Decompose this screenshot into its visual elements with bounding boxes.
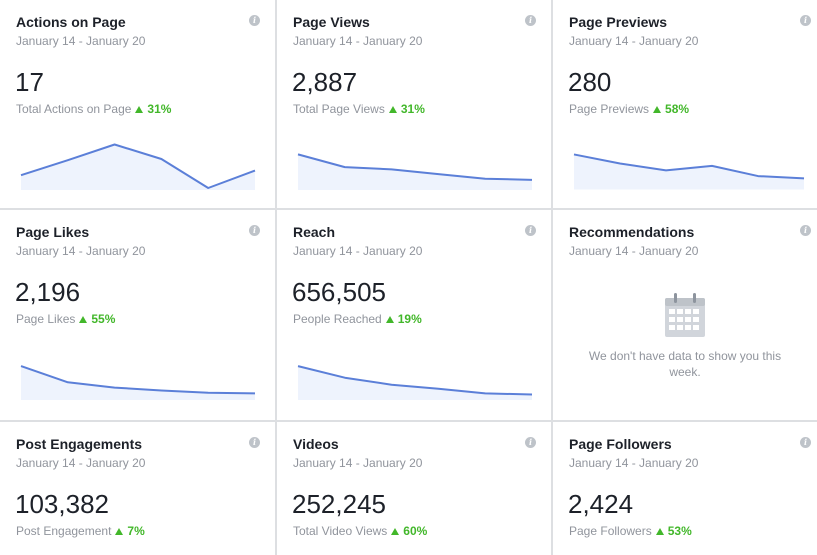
metric-label-text: Page Followers bbox=[569, 524, 652, 538]
card-metric-label: Page Followers 53% bbox=[569, 524, 692, 538]
card-metric-label: Total Page Views 31% bbox=[293, 102, 425, 116]
card-title: Page Followers bbox=[569, 436, 672, 452]
card-page-followers[interactable]: Page Followers i January 14 - January 20… bbox=[553, 422, 817, 555]
card-date-range: January 14 - January 20 bbox=[293, 244, 423, 258]
card-metric-label: Page Likes 55% bbox=[16, 312, 115, 326]
metric-delta: 19% bbox=[397, 312, 422, 326]
info-icon[interactable]: i bbox=[800, 15, 811, 26]
up-arrow-icon bbox=[135, 106, 144, 113]
info-icon[interactable]: i bbox=[800, 225, 811, 236]
sparkline-line bbox=[297, 153, 533, 181]
metric-delta: 58% bbox=[665, 102, 690, 116]
card-date-range: January 14 - January 20 bbox=[569, 34, 699, 48]
up-arrow-icon bbox=[115, 528, 124, 535]
card-metric-label: Total Actions on Page 31% bbox=[16, 102, 171, 116]
card-title: Page Views bbox=[293, 14, 370, 30]
card-title: Reach bbox=[293, 224, 336, 240]
metric-label-text: Post Engagement bbox=[16, 524, 112, 538]
card-metric-value: 103,382 bbox=[15, 489, 109, 519]
card-metric-label: Total Video Views 60% bbox=[293, 524, 427, 538]
metric-label-text: People Reached bbox=[293, 312, 382, 326]
up-arrow-icon bbox=[653, 106, 662, 113]
card-metric-value: 656,505 bbox=[292, 277, 386, 307]
sparkline-area bbox=[21, 366, 255, 400]
sparkline-area bbox=[298, 366, 532, 400]
card-title: Videos bbox=[293, 436, 339, 452]
sparkline-area bbox=[573, 154, 805, 190]
card-date-range: January 14 - January 20 bbox=[16, 456, 146, 470]
sparkline-chart bbox=[297, 153, 533, 190]
card-reach[interactable]: Reach i January 14 - January 20 656,505 … bbox=[277, 210, 551, 420]
card-title: Post Engagements bbox=[16, 436, 143, 452]
card-metric-label: Page Previews 58% bbox=[569, 102, 689, 116]
metric-label-text: Total Page Views bbox=[293, 102, 385, 116]
card-title: Recommendations bbox=[569, 224, 695, 240]
card-recommendations[interactable]: Recommendations i January 14 - January 2… bbox=[553, 210, 817, 420]
card-date-range: January 14 - January 20 bbox=[293, 456, 423, 470]
card-metric-value: 2,196 bbox=[15, 277, 81, 307]
metric-delta: 60% bbox=[403, 524, 428, 538]
sparkline-chart bbox=[20, 365, 256, 400]
metric-label-text: Total Actions on Page bbox=[16, 102, 132, 116]
sparkline-area bbox=[21, 144, 255, 190]
card-page-previews[interactable]: Page Previews i January 14 - January 20 … bbox=[553, 0, 817, 208]
sparkline-line bbox=[20, 143, 256, 189]
metric-delta: 7% bbox=[127, 524, 145, 538]
card-metric-value: 2,424 bbox=[568, 489, 634, 519]
metric-label-text: Page Likes bbox=[16, 312, 76, 326]
card-metric-label: Post Engagement 7% bbox=[16, 524, 145, 538]
card-title: Page Likes bbox=[16, 224, 90, 240]
card-metric-value: 280 bbox=[568, 67, 612, 97]
card-date-range: January 14 - January 20 bbox=[16, 244, 146, 258]
card-metric-value: 2,887 bbox=[292, 67, 358, 97]
info-icon[interactable]: i bbox=[249, 15, 260, 26]
metric-label-text: Total Video Views bbox=[293, 524, 388, 538]
info-icon[interactable]: i bbox=[800, 437, 811, 448]
up-arrow-icon bbox=[655, 528, 664, 535]
sparkline-chart bbox=[20, 143, 256, 190]
card-date-range: January 14 - January 20 bbox=[569, 244, 699, 258]
sparkline-line bbox=[573, 153, 805, 180]
metric-label-text: Page Previews bbox=[569, 102, 650, 116]
card-post-engagements[interactable]: Post Engagements i January 14 - January … bbox=[0, 422, 275, 555]
card-title: Actions on Page bbox=[16, 14, 126, 30]
info-icon[interactable]: i bbox=[525, 437, 536, 448]
card-date-range: January 14 - January 20 bbox=[16, 34, 146, 48]
calendar-icon bbox=[665, 293, 705, 337]
empty-state-message: We don't have data to show you this week… bbox=[588, 349, 782, 379]
card-date-range: January 14 - January 20 bbox=[293, 34, 423, 48]
up-arrow-icon bbox=[385, 316, 394, 323]
up-arrow-icon bbox=[79, 316, 88, 323]
card-videos[interactable]: Videos i January 14 - January 20 252,245… bbox=[277, 422, 551, 555]
card-page-views[interactable]: Page Views i January 14 - January 20 2,8… bbox=[277, 0, 551, 208]
sparkline-line bbox=[297, 365, 533, 396]
sparkline-line bbox=[20, 365, 256, 395]
metric-delta: 55% bbox=[91, 312, 116, 326]
info-icon[interactable]: i bbox=[249, 225, 260, 236]
card-metric-label: People Reached 19% bbox=[293, 312, 422, 326]
sparkline-chart bbox=[573, 153, 805, 190]
up-arrow-icon bbox=[388, 106, 397, 113]
card-title: Page Previews bbox=[569, 14, 668, 30]
info-icon[interactable]: i bbox=[525, 225, 536, 236]
empty-state: We don't have data to show you this week… bbox=[553, 292, 817, 380]
metric-delta: 31% bbox=[400, 102, 425, 116]
info-icon[interactable]: i bbox=[525, 15, 536, 26]
sparkline-chart bbox=[297, 365, 533, 400]
card-page-likes[interactable]: Page Likes i January 14 - January 20 2,1… bbox=[0, 210, 275, 420]
metric-delta: 31% bbox=[147, 102, 172, 116]
up-arrow-icon bbox=[391, 528, 400, 535]
card-actions-on-page[interactable]: Actions on Page i January 14 - January 2… bbox=[0, 0, 275, 208]
metric-delta: 53% bbox=[667, 524, 692, 538]
info-icon[interactable]: i bbox=[249, 437, 260, 448]
card-metric-value: 252,245 bbox=[292, 489, 386, 519]
card-metric-value: 17 bbox=[15, 67, 44, 97]
card-date-range: January 14 - January 20 bbox=[569, 456, 699, 470]
